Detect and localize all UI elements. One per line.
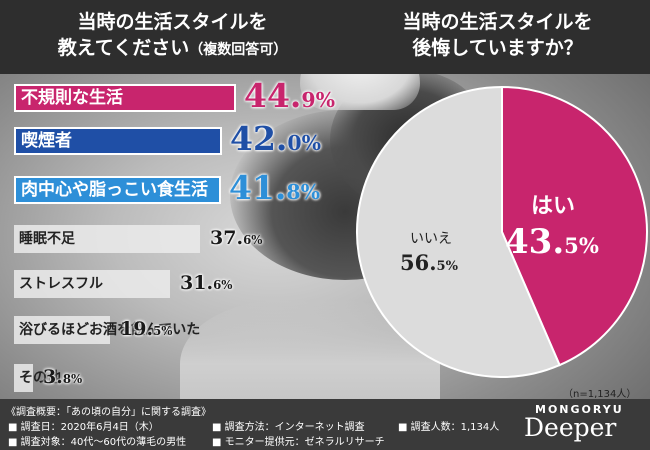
pie-chart-header: 当時の生活スタイルを 後悔していますか？ xyxy=(345,0,650,74)
survey-provider: ■ モニター提供元：ゼネラルリサーチ xyxy=(212,437,385,448)
survey-date: ■ 調査日：2020年6月4日（木） xyxy=(8,422,159,433)
bar-value-label: 19.5% xyxy=(120,318,172,340)
bar-chart-title-line2: 教えてください（複数回答可） xyxy=(0,35,345,63)
bar-value-label: 42.0% xyxy=(230,119,321,158)
pie-label-yes: はい xyxy=(531,194,576,219)
pie-chart-title-line2: 後悔していますか？ xyxy=(412,37,583,59)
bar-value-int: 44. xyxy=(244,76,302,115)
pie-value-no: 56.5% xyxy=(400,250,458,275)
survey-footer: 《調査概要：「あの頃の自分」に関する調査》 ■ 調査日：2020年6月4日（木）… xyxy=(0,399,650,450)
bar-value-int: 3. xyxy=(43,366,63,388)
bar-label: 喫煙者 xyxy=(21,131,72,151)
bar-value-int: 31. xyxy=(180,272,214,294)
bar-2: 喫煙者 xyxy=(14,127,222,155)
bar-3: 肉中心や脂っこい食生活 xyxy=(14,176,221,204)
bar-4: 睡眠不足 xyxy=(14,225,200,253)
bar-value-dec: 6% xyxy=(243,233,263,247)
bar-label: 睡眠不足 xyxy=(19,231,75,247)
bar-value-dec: 0% xyxy=(287,131,322,155)
pie-label-no: いいえ xyxy=(410,231,452,247)
bar-value-int: 41. xyxy=(229,168,287,207)
bar-label: 浴びるほどお酒を飲んでいた xyxy=(19,322,201,338)
bar-chart-header: 当時の生活スタイルを 教えてください（複数回答可） xyxy=(0,0,345,74)
pie-chart-title-line1: 当時の生活スタイルを xyxy=(402,11,593,33)
survey-method: ■ 調査方法：インターネット調査 xyxy=(212,422,365,433)
survey-target: ■ 調査対象：40代〜60代の薄毛の男性 xyxy=(8,437,187,448)
pie-value-yes: 43.5% xyxy=(505,222,599,262)
bar-value-dec: 8% xyxy=(286,180,321,204)
bar-chart-title-line1: 当時の生活スタイルを xyxy=(77,11,268,33)
bar-value-int: 37. xyxy=(210,227,244,249)
bar-value-label: 3.8% xyxy=(43,366,82,388)
bar-label: ストレスフル xyxy=(19,276,103,292)
pie-value-no-dec: 5% xyxy=(436,259,458,274)
bar-5: ストレスフル xyxy=(14,270,170,298)
bar-value-label: 41.8% xyxy=(229,168,320,207)
sample-size-note: （n=1,134人） xyxy=(563,389,637,400)
pie-slice-no xyxy=(355,85,561,378)
bar-label: その他 xyxy=(19,370,61,386)
bar-chart-title-note: （複数回答可） xyxy=(189,42,288,58)
bar-label: 肉中心や脂っこい食生活 xyxy=(21,180,208,200)
pie-value-yes-int: 43. xyxy=(505,222,565,262)
pie-slice-yes xyxy=(501,85,648,367)
bar-6: 浴びるほどお酒を飲んでいた xyxy=(14,316,200,344)
brand-logo: Deeper xyxy=(524,413,617,442)
pie-value-no-int: 56. xyxy=(400,250,437,275)
bar-value-dec: 5% xyxy=(153,324,173,338)
brand-logo-small: MONGORYU xyxy=(535,403,624,416)
bar-value-dec: 6% xyxy=(213,278,233,292)
bar-value-dec: 8% xyxy=(62,372,83,386)
survey-summary-title: 《調査概要：「あの頃の自分」に関する調査》 xyxy=(6,407,211,418)
bar-label: 不規則な生活 xyxy=(21,88,123,108)
survey-count: ■ 調査人数：1,134人 xyxy=(398,422,500,433)
bar-value-int: 19. xyxy=(120,318,154,340)
bar-value-label: 44.9% xyxy=(244,76,335,115)
bar-1: 不規則な生活 xyxy=(14,84,236,112)
bar-value-dec: 9% xyxy=(301,88,336,112)
bar-chart-title-main: 教えてください xyxy=(57,37,190,59)
pie-value-yes-dec: 5% xyxy=(564,233,599,258)
bar-value-int: 42. xyxy=(230,119,288,158)
bar-7: その他 xyxy=(14,364,61,392)
bar-value-label: 31.6% xyxy=(180,272,232,294)
bar-value-label: 37.6% xyxy=(210,227,262,249)
